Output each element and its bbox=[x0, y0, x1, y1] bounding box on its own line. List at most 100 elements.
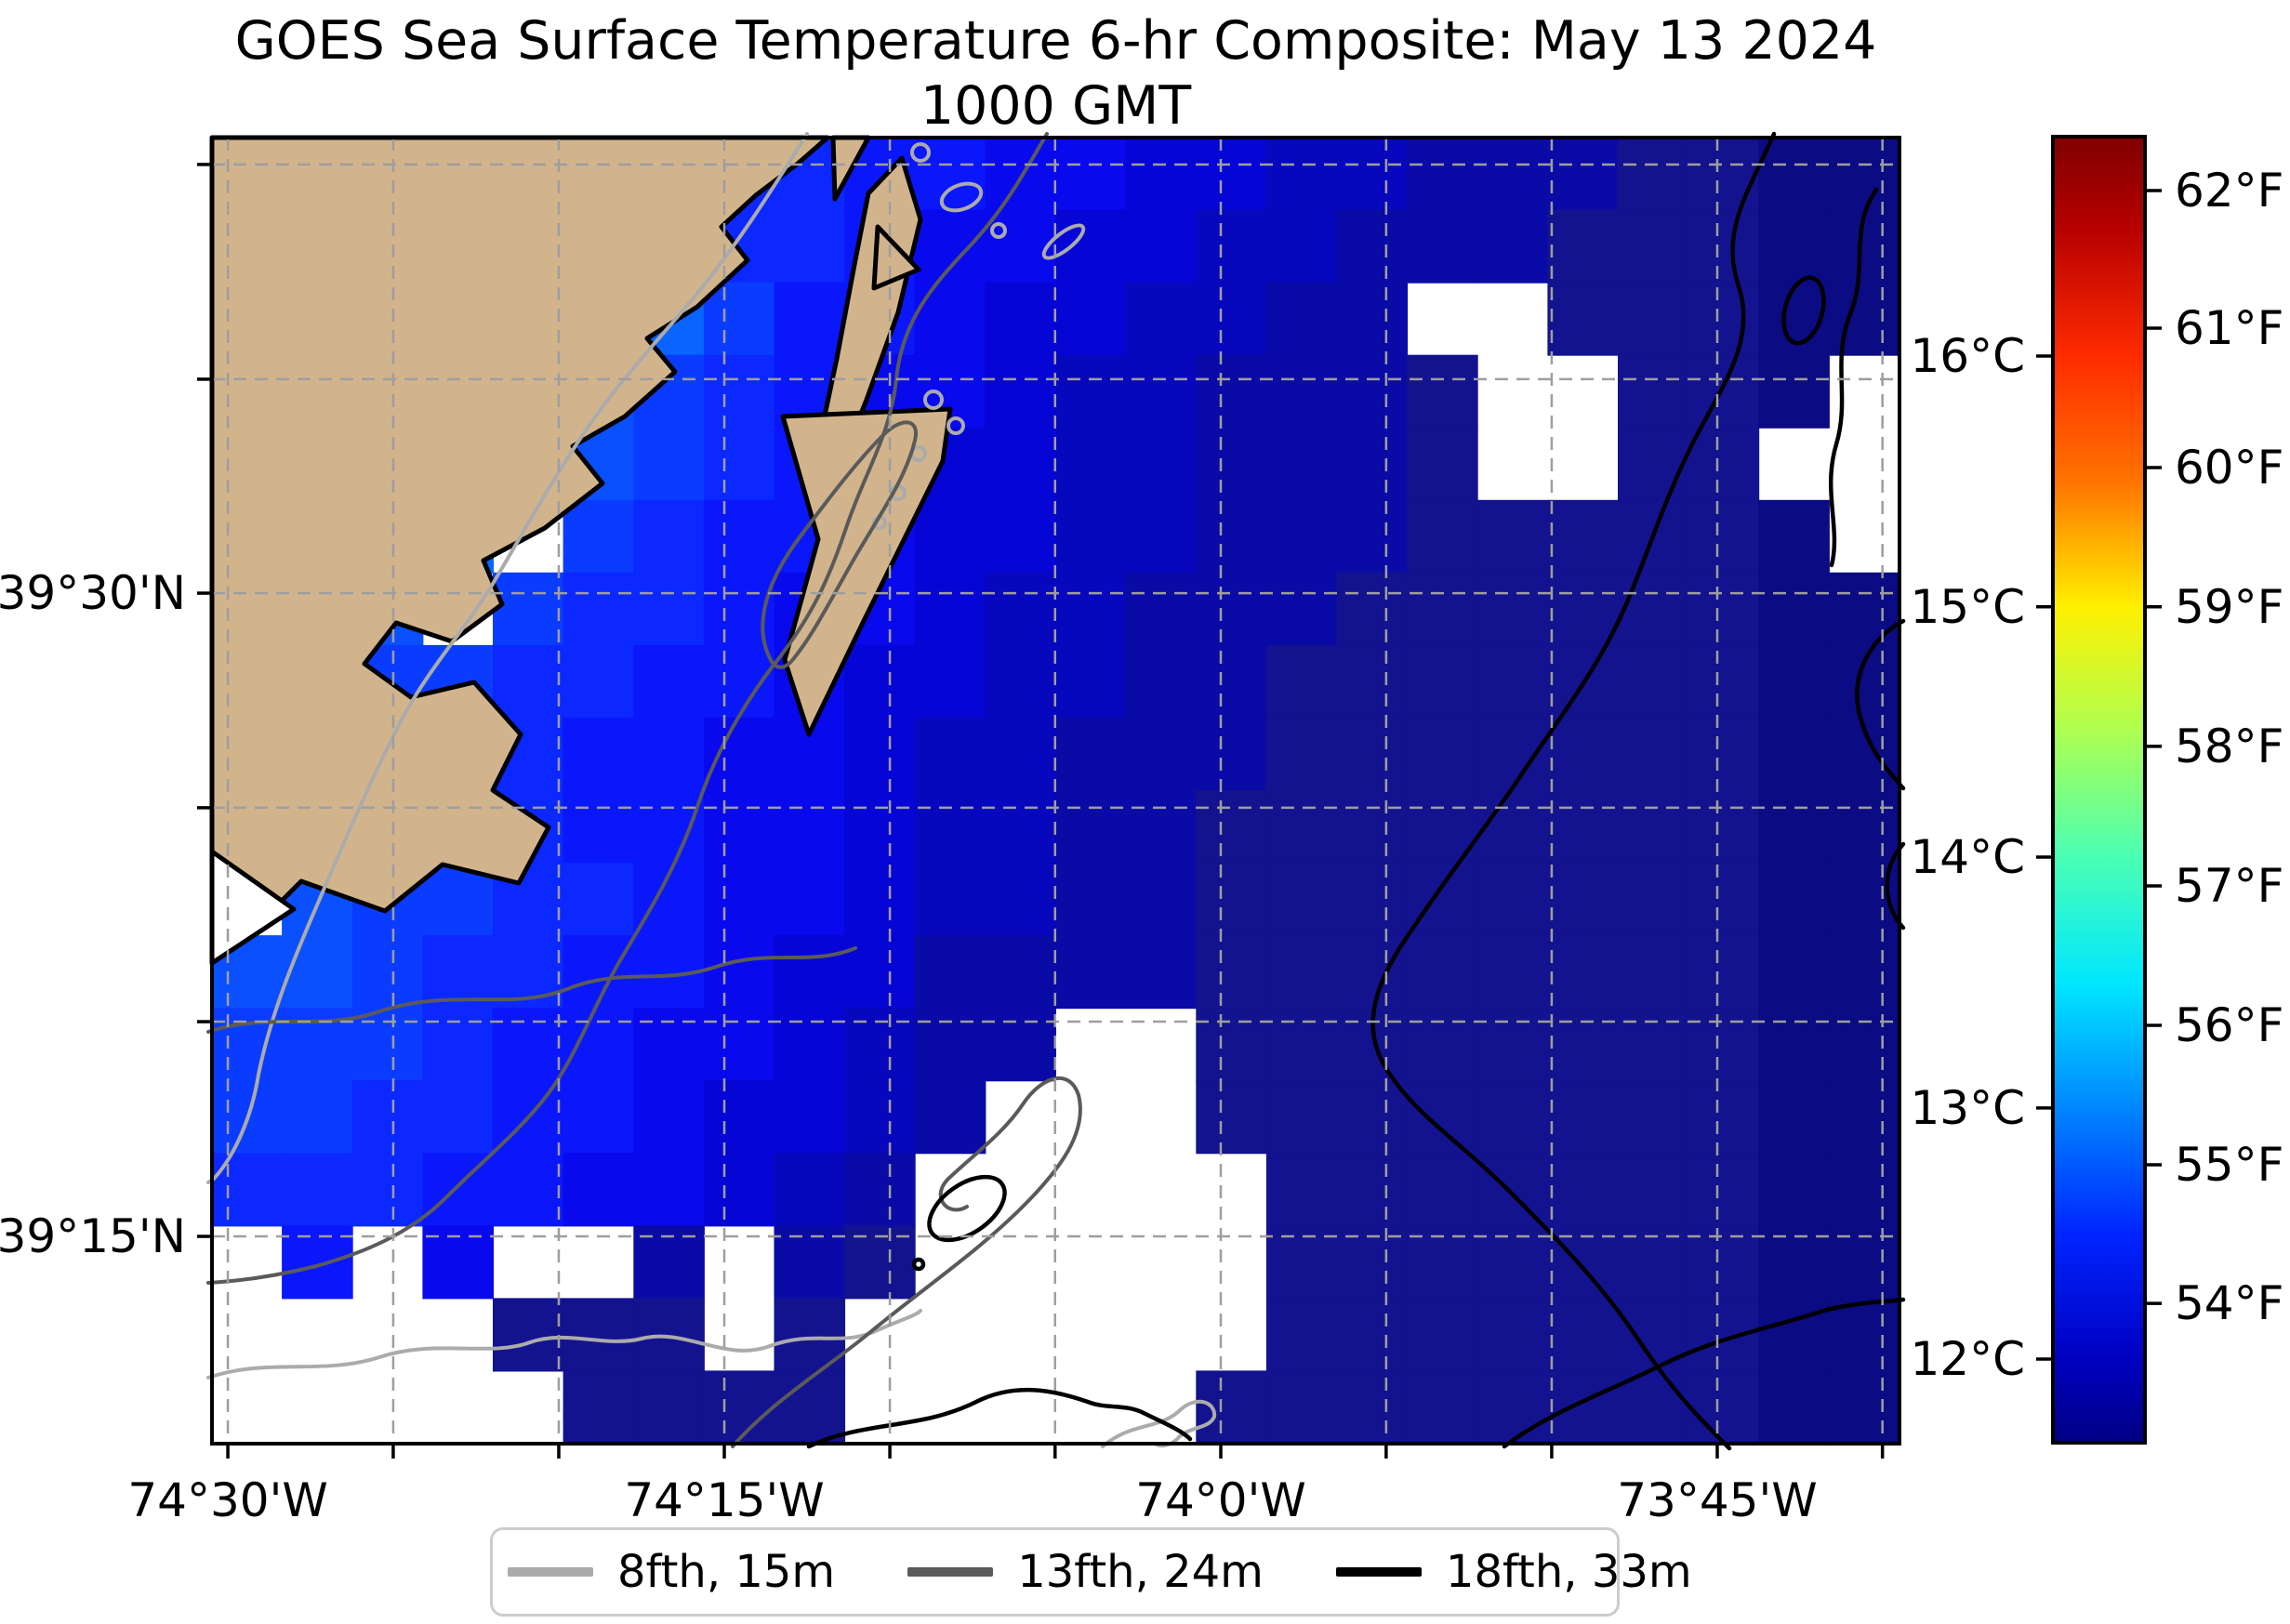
sst-cell bbox=[1476, 572, 1549, 646]
sst-cell bbox=[985, 935, 1056, 1010]
sst-cell bbox=[493, 572, 564, 646]
sst-cell bbox=[1828, 644, 1900, 719]
colorbar-fahrenheit-label: 55°F bbox=[2175, 1138, 2283, 1192]
sst-cell bbox=[1758, 644, 1830, 719]
sst-cell bbox=[1196, 282, 1267, 356]
x-axis-tick-label: 74°0'W bbox=[1135, 1473, 1306, 1527]
sst-cell bbox=[1407, 427, 1478, 501]
sst-cell bbox=[985, 790, 1056, 865]
sst-cell bbox=[1618, 863, 1689, 937]
sst-cell bbox=[493, 1008, 564, 1082]
colorbar-celsius-label: 14°C bbox=[1910, 830, 2025, 884]
colorbar-celsius-label: 16°C bbox=[1910, 329, 2025, 383]
sst-cell bbox=[1618, 427, 1689, 501]
sst-cell bbox=[1196, 209, 1267, 284]
sst-cell bbox=[1336, 790, 1409, 865]
y-axis-tick-label: 39°30'N bbox=[0, 566, 186, 620]
sst-cell bbox=[1758, 499, 1830, 574]
sst-cell bbox=[1407, 717, 1478, 791]
sst-cell bbox=[1547, 790, 1619, 865]
legend-line-swatch bbox=[1335, 1567, 1422, 1577]
sst-cell bbox=[1618, 717, 1689, 791]
sst-cell bbox=[1265, 863, 1338, 937]
legend-label: 8fth, 15m bbox=[617, 1546, 836, 1598]
bathymetry-contour-8fth bbox=[206, 132, 1217, 1448]
sst-cell bbox=[1476, 1080, 1549, 1155]
sst-cell bbox=[1055, 717, 1127, 791]
sst-cell bbox=[1688, 863, 1760, 937]
sst-cell bbox=[1476, 1008, 1549, 1082]
sst-cell bbox=[1476, 1370, 1549, 1445]
sst-cell bbox=[351, 1008, 424, 1082]
sst-cell bbox=[844, 790, 916, 865]
sst-cell bbox=[985, 209, 1056, 284]
sst-cell bbox=[774, 1080, 846, 1155]
sst-cell bbox=[1547, 1008, 1619, 1082]
sst-cell bbox=[1265, 137, 1338, 211]
sst-cell bbox=[1688, 935, 1760, 1010]
sst-cell bbox=[1265, 1225, 1338, 1300]
sst-cell bbox=[1055, 354, 1127, 429]
sst-cell bbox=[1265, 499, 1338, 574]
sst-cell bbox=[1336, 354, 1409, 429]
sst-cell bbox=[1547, 935, 1619, 1010]
sst-cell bbox=[1336, 1225, 1409, 1300]
sst-cell bbox=[1618, 1370, 1689, 1445]
sst-cell bbox=[1055, 209, 1127, 284]
sst-cell bbox=[1688, 137, 1760, 211]
sst-cell bbox=[985, 282, 1056, 356]
sst-cell bbox=[1758, 1080, 1830, 1155]
sst-cell bbox=[1125, 354, 1198, 429]
sst-cell bbox=[1618, 572, 1689, 646]
sst-cell bbox=[1336, 863, 1409, 937]
sst-cell bbox=[1758, 717, 1830, 791]
x-axis-tick-label: 73°45'W bbox=[1617, 1473, 1817, 1527]
colorbar-fahrenheit-label: 62°F bbox=[2175, 164, 2283, 218]
sst-cell bbox=[985, 427, 1056, 501]
sst-cell bbox=[1476, 209, 1549, 284]
sst-cell bbox=[1196, 644, 1267, 719]
x-axis-tick-label: 74°15'W bbox=[624, 1473, 824, 1527]
legend-line-swatch bbox=[907, 1567, 994, 1577]
sst-cell bbox=[563, 935, 635, 1010]
sst-cell bbox=[1407, 137, 1478, 211]
colorbar: 16°C 15°C 14°C 13°C 12°C 62°F 61°F 60°F 59°F 58°F… bbox=[1910, 135, 2283, 1445]
sst-cell bbox=[1336, 1153, 1409, 1227]
sst-cell bbox=[985, 572, 1056, 646]
sst-cell bbox=[211, 1153, 284, 1227]
sst-cell bbox=[1688, 282, 1760, 356]
sst-cell bbox=[1055, 137, 1127, 211]
sst-cell bbox=[633, 1225, 705, 1300]
sst-cell bbox=[1196, 1008, 1267, 1082]
legend-label: 13fth, 24m bbox=[1017, 1546, 1264, 1598]
sst-cell bbox=[1336, 1298, 1409, 1372]
sst-cell bbox=[1265, 790, 1338, 865]
sst-cell bbox=[1828, 935, 1900, 1010]
sst-cell bbox=[493, 1153, 564, 1227]
sst-cell bbox=[1196, 499, 1267, 574]
colorbar-fahrenheit-label: 59°F bbox=[2175, 580, 2283, 634]
sst-cell bbox=[1547, 137, 1619, 211]
sst-cell bbox=[1265, 427, 1338, 501]
sst-cell bbox=[282, 1080, 353, 1155]
sst-cell bbox=[985, 644, 1056, 719]
sst-cell bbox=[1758, 137, 1830, 211]
sst-cell bbox=[1407, 572, 1478, 646]
sst-cell bbox=[1055, 572, 1127, 646]
sst-cell bbox=[1125, 499, 1198, 574]
sst-cell bbox=[1688, 1080, 1760, 1155]
sst-cell bbox=[1547, 1153, 1619, 1227]
sst-cell bbox=[914, 282, 986, 356]
colorbar-fahrenheit-label: 58°F bbox=[2175, 720, 2283, 773]
sst-cell bbox=[351, 935, 424, 1010]
sst-cell bbox=[1476, 137, 1549, 211]
sst-cell bbox=[1688, 499, 1760, 574]
sst-cell bbox=[1196, 935, 1267, 1010]
sst-cell bbox=[844, 1008, 916, 1082]
sst-cell bbox=[1618, 209, 1689, 284]
sst-cell bbox=[1336, 572, 1409, 646]
sst-cell bbox=[563, 863, 635, 937]
sst-cell bbox=[1336, 717, 1409, 791]
sst-cell bbox=[1618, 137, 1689, 211]
sst-cell bbox=[1688, 717, 1760, 791]
